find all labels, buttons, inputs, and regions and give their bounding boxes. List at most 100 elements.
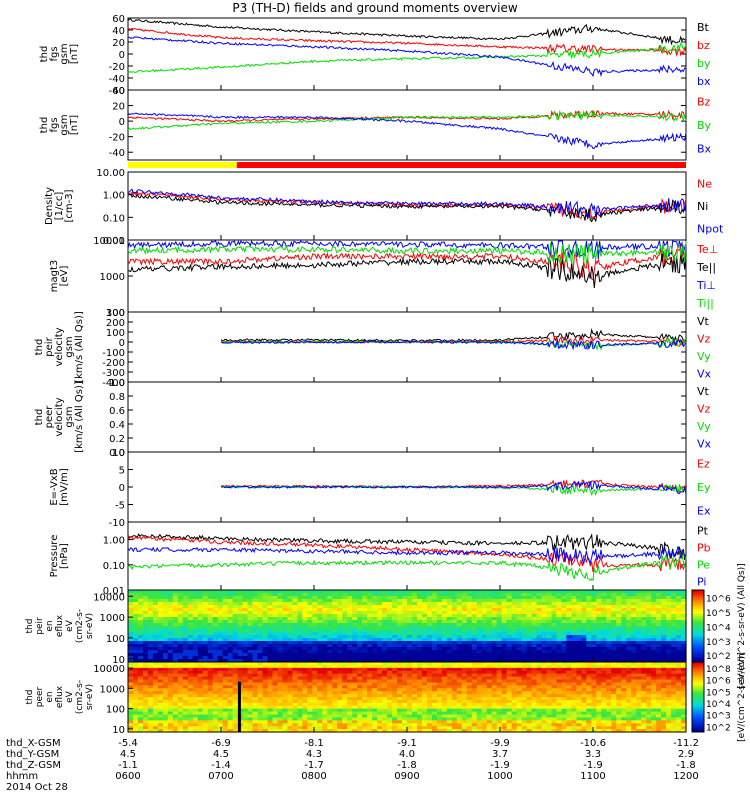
spectrogram-cell [506, 673, 513, 678]
spectrogram-cell [387, 717, 393, 721]
spectrogram-cell [491, 662, 498, 666]
spectrogram-cell [177, 596, 184, 600]
spectrogram-cell [466, 691, 473, 695]
legend-entry: by [697, 57, 711, 70]
spectrogram-cell [651, 596, 657, 600]
spectrogram-cell [601, 599, 607, 603]
spectrogram-cell [387, 723, 393, 727]
spectrogram-cell [277, 599, 284, 603]
spectrogram-cell [591, 659, 597, 663]
spectrogram-cell [272, 691, 279, 695]
spectrogram-cell [367, 711, 373, 716]
spectrogram-cell [152, 699, 159, 704]
spectrogram-cell [426, 599, 433, 603]
spectrogram-cell [451, 596, 458, 600]
spectrogram-cell [402, 679, 408, 684]
spectrogram-cell [312, 644, 318, 648]
spectrogram-cell [212, 632, 219, 636]
spectrogram-cell [237, 596, 244, 600]
spectrogram-cell [307, 641, 313, 645]
spectrogram-cell [466, 590, 473, 594]
spectrogram-cell [277, 682, 284, 686]
spectrogram-cell [377, 596, 383, 600]
spectrogram-cell [407, 659, 413, 663]
spectrogram-cell [536, 720, 543, 724]
spectrogram-cell [676, 653, 682, 657]
spectrogram-cell [486, 641, 493, 645]
spectrogram-cell [382, 664, 388, 669]
spectrogram-cell [162, 629, 169, 633]
spectrogram-cell [162, 590, 169, 594]
spectrogram-cell [531, 614, 538, 618]
spectrogram-cell [367, 702, 373, 707]
spectrogram-cell [496, 635, 503, 639]
spectrogram-cell [491, 717, 498, 721]
spectrogram-cell [596, 590, 602, 594]
spectrogram-cell [416, 629, 423, 633]
spectrogram-cell [262, 617, 269, 621]
spectrogram-cell [392, 644, 398, 648]
spectrogram-cell [656, 659, 662, 663]
spectrogram-cell [357, 623, 363, 627]
spectrogram-cell [337, 620, 343, 624]
spectrogram-cell [357, 650, 363, 654]
spectrogram-cell [416, 697, 423, 701]
spectrogram-cell [392, 691, 398, 695]
spectrogram-cell [556, 614, 563, 618]
spectrogram-cell [332, 659, 338, 663]
spectrogram-cell [367, 593, 373, 597]
spectrogram-cell [202, 682, 209, 686]
spectrogram-cell [217, 726, 224, 730]
spectrogram-cell [267, 717, 274, 721]
spectrogram-cell [167, 664, 174, 669]
spectrogram-cell [566, 653, 573, 657]
spectrogram-cell [661, 620, 667, 624]
spectrogram-cell [167, 629, 174, 633]
spectrogram-cell [162, 679, 169, 684]
spectrogram-cell [262, 608, 269, 612]
spectrogram-cell [287, 705, 294, 710]
spectrogram-cell [192, 620, 199, 624]
spectrogram-cell [212, 656, 219, 660]
spectrogram-cell [167, 679, 174, 684]
spectrogram-cell [387, 720, 393, 724]
spectrogram-cell [407, 685, 413, 689]
spectrogram-cell [332, 694, 338, 698]
spectrogram-cell [382, 623, 388, 627]
spectrogram-cell [596, 620, 602, 624]
spectrogram-cell [347, 590, 353, 594]
spectrogram-cell [416, 653, 423, 657]
spectrogram-cell [352, 667, 358, 672]
spectrogram-cell [646, 629, 652, 633]
spectrogram-cell [317, 608, 323, 612]
spectrogram-cell [372, 664, 378, 669]
spectrogram-cell [681, 626, 687, 630]
spectrogram-cell [526, 729, 533, 733]
spectrogram-cell [476, 670, 483, 675]
spectrogram-cell [307, 705, 313, 710]
spectrogram-cell [641, 605, 647, 609]
spectrogram-cell [132, 729, 139, 733]
spectrogram-cell [641, 641, 647, 645]
spectrogram-cell [372, 688, 378, 692]
spectrogram-cell [411, 720, 418, 724]
spectrogram-cell [466, 614, 473, 618]
spectrogram-cell [222, 673, 229, 678]
spectrogram-cell [302, 623, 308, 627]
spectrogram-cell [471, 638, 478, 642]
spectrogram-cell [446, 596, 453, 600]
spectrogram-cell [511, 656, 518, 660]
spectrogram-cell [631, 647, 637, 651]
spectrogram-cell [421, 614, 428, 618]
spectrogram-cell [566, 602, 573, 606]
spectrogram-cell [451, 691, 458, 695]
spectrogram-cell [302, 602, 308, 606]
spectrogram-cell [407, 717, 413, 721]
spectrogram-cell [397, 593, 403, 597]
spectrogram-cell [362, 659, 368, 663]
spectrogram-cell [441, 647, 448, 651]
spectrogram-cell [242, 664, 249, 669]
spectrogram-cell [441, 629, 448, 633]
spectrogram-cell [297, 611, 303, 615]
spectrogram-cell [302, 699, 308, 704]
